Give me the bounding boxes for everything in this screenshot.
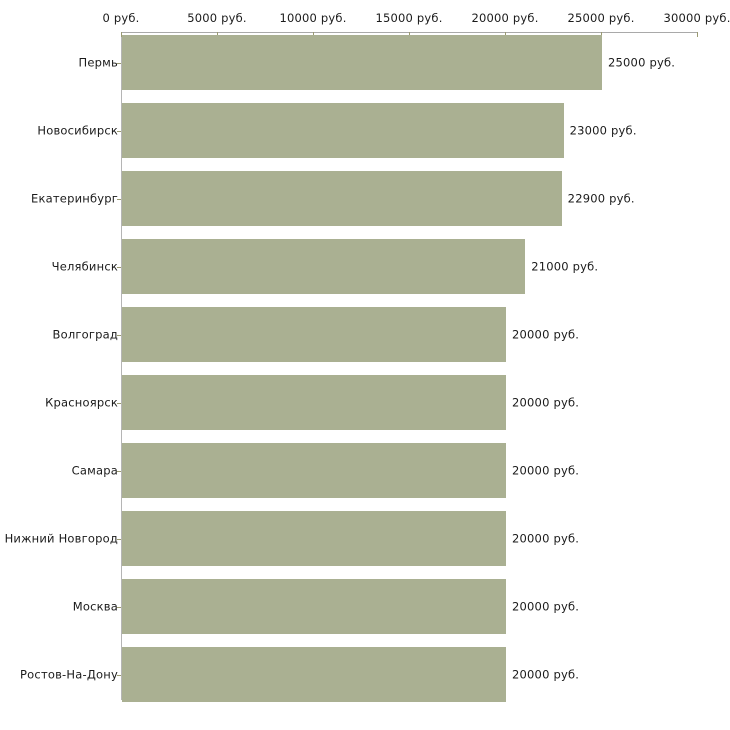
bar[interactable] [122,307,506,362]
category-label: Самара [71,463,118,477]
x-axis-tick [313,32,314,37]
bar[interactable] [122,443,506,498]
bar-value-label: 20000 руб. [512,463,580,477]
x-axis-tick-label: 25000 руб. [567,11,635,25]
y-axis-tick [117,130,121,132]
bar-value-label: 20000 руб. [512,395,580,409]
bar-value-label: 25000 руб. [608,55,676,69]
bar[interactable] [122,579,506,634]
y-axis-tick [117,334,121,336]
bar[interactable] [122,511,506,566]
y-axis-line [121,32,122,700]
y-axis-tick [117,470,121,472]
x-axis-tick-label: 10000 руб. [279,11,347,25]
x-axis-tick-label: 0 руб. [102,11,140,25]
x-axis-tick [601,32,602,37]
bar[interactable] [122,35,602,90]
bar[interactable] [122,171,562,226]
bar-value-label: 20000 руб. [512,327,580,341]
y-axis-tick [117,402,121,404]
category-label: Челябинск [51,259,118,273]
x-axis-tick-label: 15000 руб. [375,11,443,25]
x-axis-tick [697,32,698,37]
x-axis-tick [121,32,122,37]
category-label: Волгоград [52,327,118,341]
y-axis-tick [117,606,121,608]
category-label: Пермь [78,55,118,69]
bar-value-label: 23000 руб. [569,123,637,137]
y-axis-tick [117,62,121,64]
x-axis-tick-label: 30000 руб. [663,11,730,25]
bar-value-label: 20000 руб. [512,531,580,545]
bar-value-label: 20000 руб. [512,599,580,613]
x-axis-tick [217,32,218,37]
bar[interactable] [122,647,506,702]
x-axis-tick [409,32,410,37]
x-axis-tick [505,32,506,37]
category-label: Ростов-На-Дону [20,667,118,681]
category-label: Москва [72,599,118,613]
category-label: Нижний Новгород [4,531,118,545]
bar-value-label: 21000 руб. [531,259,599,273]
category-label: Екатеринбург [31,191,118,205]
category-label: Красноярск [45,395,118,409]
x-axis-tick-label: 5000 руб. [187,11,247,25]
x-axis-tick-label: 20000 руб. [471,11,539,25]
y-axis-tick [117,674,121,676]
bar-value-label: 22900 руб. [567,191,635,205]
bar-value-label: 20000 руб. [512,667,580,681]
category-label: Новосибирск [37,123,118,137]
bar[interactable] [122,239,526,294]
y-axis-tick [117,266,121,268]
bar[interactable] [122,375,506,430]
bar[interactable] [122,103,564,158]
y-axis-tick [117,538,121,540]
y-axis-tick [117,198,121,200]
